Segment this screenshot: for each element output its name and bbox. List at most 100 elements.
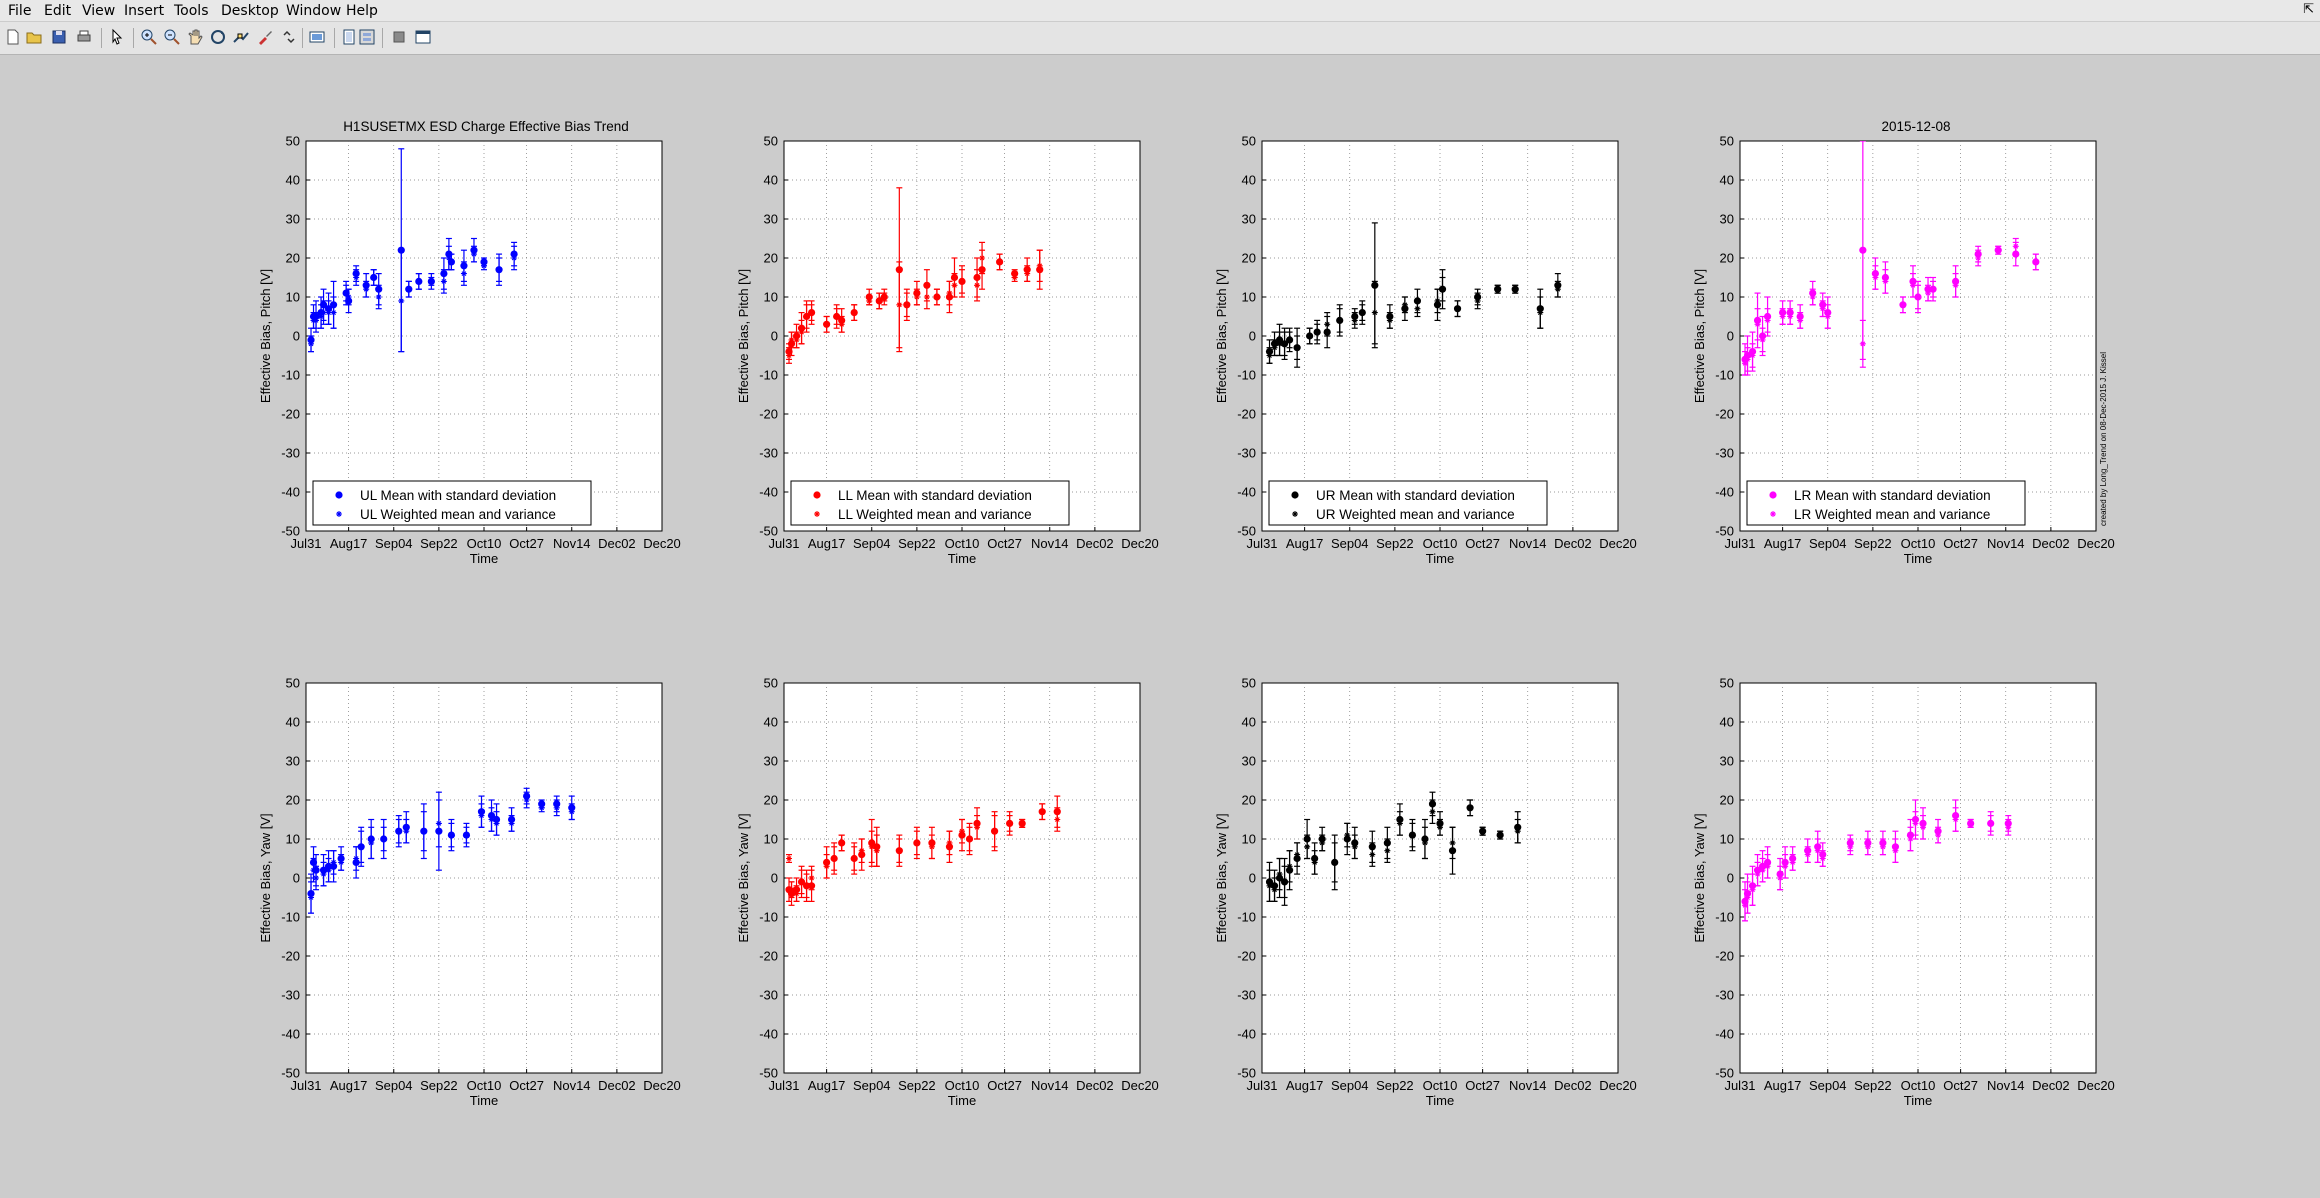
x-tick-label: Nov14 (1031, 1078, 1069, 1093)
insert-colorbar-icon[interactable] (308, 28, 326, 46)
x-tick-label: Oct10 (467, 1078, 502, 1093)
weighted-point (1872, 274, 1879, 281)
y-tick-label: 0 (1727, 871, 1734, 886)
weighted-point (851, 855, 858, 862)
y-tick-label: 10 (286, 290, 300, 305)
weighted-point (435, 820, 442, 827)
legend-mean-label: UL Mean with standard deviation (360, 488, 556, 503)
legend: LL Mean with standard deviation LL Weight… (790, 480, 1070, 526)
weighted-point (1474, 297, 1481, 304)
new-file-icon[interactable] (4, 28, 22, 46)
pointer-icon[interactable] (108, 28, 126, 46)
x-tick-label: Oct10 (1901, 1078, 1936, 1093)
dock-figure-icon[interactable] (414, 28, 432, 46)
menu-help[interactable]: Help (346, 3, 378, 19)
y-tick-label: 0 (771, 871, 778, 886)
menu-insert[interactable]: Insert (124, 3, 165, 19)
menu-window[interactable]: Window (286, 3, 342, 19)
legend-weighted-marker (336, 511, 342, 517)
x-tick-label: Dec02 (1076, 1078, 1114, 1093)
axes-background (783, 140, 1141, 532)
y-tick-label: 10 (1242, 290, 1256, 305)
x-tick-label: Jul31 (1724, 536, 1755, 551)
legend-weighted-marker (1770, 511, 1776, 517)
y-tick-label: 40 (1242, 715, 1256, 730)
data-cursor-icon[interactable] (232, 28, 250, 46)
x-tick-label: Aug17 (1286, 536, 1324, 551)
weighted-point (310, 867, 317, 874)
axes-background (1261, 682, 1619, 1074)
menu-desktop[interactable]: Desktop (221, 3, 279, 19)
link-plot-icon[interactable] (280, 28, 298, 46)
y-tick-label: 40 (286, 173, 300, 188)
weighted-point (831, 855, 838, 862)
weighted-point (345, 294, 352, 300)
weighted-point (1266, 882, 1273, 889)
y-axis-label: Effective Bias, Yaw [V] (258, 813, 273, 942)
weighted-point (793, 890, 800, 897)
x-tick-label: Oct27 (1943, 536, 1978, 551)
x-tick-label: Sep04 (853, 1078, 891, 1093)
weighted-point (1819, 855, 1826, 862)
weighted-point (2005, 824, 2012, 831)
show-plot-tools-icon[interactable] (390, 28, 408, 46)
y-tick-label: 10 (764, 290, 778, 305)
x-tick-label: Oct10 (1423, 1078, 1458, 1093)
weighted-point (1286, 863, 1293, 870)
pan-hand-icon[interactable] (186, 28, 204, 46)
close-icon[interactable]: ⇱ (2303, 2, 2314, 17)
open-folder-icon[interactable] (25, 28, 43, 46)
hide-plot-tools-icon[interactable] (358, 28, 376, 46)
figure-date: 2015-12-08 (1881, 119, 1950, 134)
weighted-point (1909, 282, 1916, 289)
x-tick-label: Aug17 (1764, 536, 1802, 551)
weighted-point (403, 828, 410, 835)
zoom-out-icon[interactable] (163, 28, 181, 46)
legend-mean-marker (813, 491, 821, 499)
rotate-3d-icon[interactable] (209, 28, 227, 46)
menu-edit[interactable]: Edit (44, 3, 72, 19)
print-icon[interactable] (75, 28, 93, 46)
mean-point (1859, 246, 1867, 254)
legend-weighted-marker (814, 511, 820, 517)
y-tick-label: 40 (764, 173, 778, 188)
weighted-point (866, 297, 873, 304)
menu-tools[interactable]: Tools (174, 3, 209, 19)
y-tick-label: 30 (1720, 212, 1734, 227)
weighted-point (1351, 843, 1358, 850)
weighted-point (1276, 871, 1283, 878)
y-tick-label: 50 (1242, 676, 1256, 691)
y-tick-label: -40 (281, 485, 300, 500)
weighted-point (2012, 243, 2019, 250)
weighted-point (1479, 828, 1486, 835)
x-tick-label: Sep04 (1809, 536, 1847, 551)
y-axis-label: Effective Bias, Pitch [V] (1214, 269, 1229, 403)
weighted-point (1754, 321, 1761, 328)
brush-icon[interactable] (256, 28, 274, 46)
weighted-point (1952, 282, 1959, 289)
weighted-point (318, 313, 325, 320)
y-tick-label: -50 (281, 1066, 300, 1081)
x-tick-label: Dec02 (1554, 536, 1592, 551)
insert-legend-icon[interactable] (340, 28, 358, 46)
menu-file[interactable]: File (8, 3, 32, 19)
weighted-point (996, 258, 1003, 265)
y-tick-label: -20 (281, 949, 300, 964)
series-points (785, 795, 1061, 906)
weighted-point (833, 313, 840, 320)
save-icon[interactable] (50, 28, 68, 46)
x-tick-label: Oct10 (1423, 536, 1458, 551)
weighted-point (511, 255, 518, 261)
weighted-point (1892, 847, 1899, 854)
series-points (307, 148, 518, 353)
zoom-in-icon[interactable] (140, 28, 158, 46)
y-tick-label: 20 (1242, 251, 1256, 266)
weighted-point (979, 255, 986, 261)
weighted-point (363, 286, 370, 293)
weighted-point (1514, 828, 1521, 835)
menu-view[interactable]: View (82, 3, 116, 19)
y-tick-label: 0 (1249, 329, 1256, 344)
x-tick-label: Jul31 (768, 1078, 799, 1093)
weighted-point (1421, 839, 1428, 846)
y-tick-label: 40 (286, 715, 300, 730)
